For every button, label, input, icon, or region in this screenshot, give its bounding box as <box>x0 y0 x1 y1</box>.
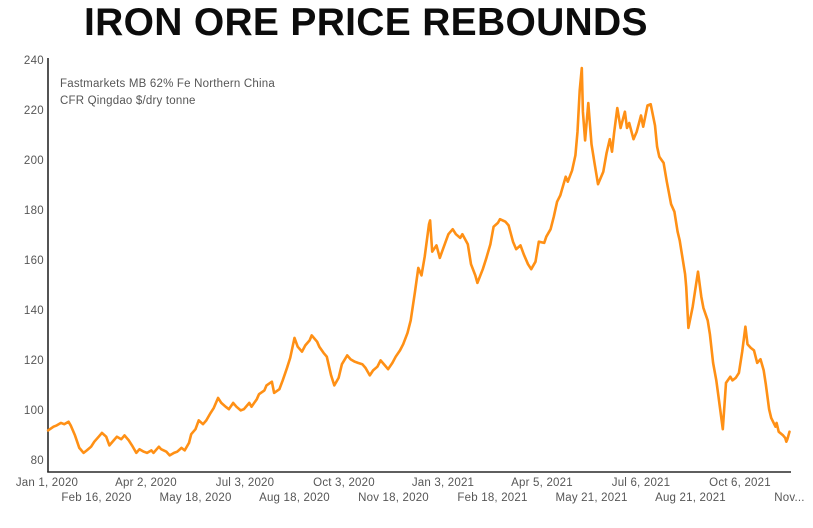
series-annotation-line2: CFR Qingdao $/dry tonne <box>60 95 196 107</box>
price-line-series <box>46 66 791 457</box>
x-tick-label: Oct 3, 2020 <box>313 477 375 489</box>
y-tick-label: 200 <box>23 154 44 167</box>
x-tick-label: Feb 18, 2021 <box>457 492 528 504</box>
series-annotation-line1: Fastmarkets MB 62% Fe Northern China <box>60 78 275 90</box>
x-tick-label: Aug 18, 2020 <box>259 492 330 504</box>
y-tick-label: 120 <box>23 354 44 367</box>
x-tick-label: Jan 1, 2020 <box>15 477 79 489</box>
x-tick-label: Oct 6, 2021 <box>709 477 771 489</box>
x-tick-label: Jul 6, 2021 <box>611 477 671 489</box>
y-tick-label: 220 <box>23 104 44 117</box>
y-tick-label: 240 <box>23 54 44 67</box>
y-tick-label: 140 <box>23 304 44 317</box>
x-tick-label: Nov 18, 2020 <box>358 492 429 504</box>
chart-title: IRON ORE PRICE REBOUNDS <box>84 1 648 44</box>
x-tick-label: Apr 5, 2021 <box>511 477 573 489</box>
x-tick-label: Apr 2, 2020 <box>115 477 177 489</box>
x-tick-label: Jul 3, 2020 <box>215 477 275 489</box>
y-tick-label: 100 <box>23 404 44 417</box>
x-tick-label: Feb 16, 2020 <box>61 492 132 504</box>
x-tick-label: May 21, 2021 <box>555 492 628 504</box>
x-tick-label: Nov... <box>774 492 805 504</box>
y-tick-label: 80 <box>30 454 44 467</box>
x-tick-label: Aug 21, 2021 <box>655 492 726 504</box>
series-annotation: Fastmarkets MB 62% Fe Northern China CFR… <box>60 76 275 110</box>
y-tick-label: 180 <box>23 204 44 217</box>
x-tick-label: May 18, 2020 <box>159 492 232 504</box>
y-tick-label: 160 <box>23 254 44 267</box>
x-tick-label: Jan 3, 2021 <box>411 477 475 489</box>
